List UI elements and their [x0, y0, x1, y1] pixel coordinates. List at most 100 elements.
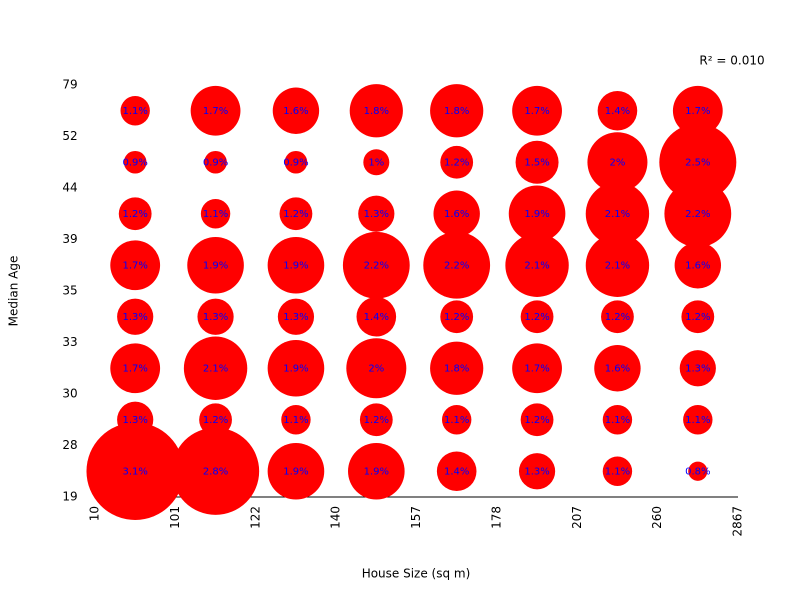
- bubble: [672, 85, 723, 136]
- x-tick-label: 157: [409, 506, 423, 529]
- y-tick-label: 44: [62, 181, 77, 195]
- y-tick-label: 28: [62, 438, 77, 452]
- bubble: [659, 123, 737, 201]
- data-label: 3.1%: [122, 466, 147, 477]
- bubble: [520, 300, 554, 334]
- x-tick-label: 140: [329, 506, 343, 529]
- bubble: [681, 300, 715, 334]
- y-tick-label: 52: [62, 129, 77, 143]
- data-label: 1.9%: [524, 209, 549, 220]
- data-label: 1.8%: [444, 363, 469, 374]
- x-tick-label: 207: [570, 506, 584, 529]
- data-label: 2.1%: [524, 260, 549, 271]
- data-label: 0.9%: [122, 157, 147, 168]
- data-label: 2%: [368, 363, 384, 374]
- data-label: 1.3%: [524, 466, 549, 477]
- bubble: [284, 150, 308, 174]
- bubble: [508, 185, 566, 243]
- bubble: [204, 150, 227, 174]
- data-label: 1.4%: [605, 106, 630, 117]
- data-label: 1.6%: [685, 260, 710, 271]
- bubble: [688, 461, 708, 481]
- bubble: [518, 453, 556, 490]
- bubble: [267, 442, 325, 500]
- bubble: [441, 405, 472, 435]
- bubble: [120, 96, 150, 126]
- bubble: [597, 90, 638, 131]
- bubble: [430, 84, 484, 138]
- bubble: [110, 343, 161, 394]
- data-label: 0.9%: [203, 157, 228, 168]
- data-label: 0.9%: [283, 157, 308, 168]
- data-label: 1.7%: [524, 106, 549, 117]
- y-tick-label: 30: [62, 387, 77, 401]
- x-tick-label: 101: [168, 506, 182, 529]
- data-label: 1.2%: [524, 312, 549, 323]
- bubble: [86, 422, 184, 520]
- bubble: [515, 140, 559, 184]
- data-label: 1.3%: [203, 312, 228, 323]
- bubble: [423, 231, 491, 299]
- data-label: 1.2%: [283, 209, 308, 220]
- data-label: 2.5%: [685, 157, 710, 168]
- bubble: [267, 339, 325, 397]
- data-label: 1.2%: [605, 312, 630, 323]
- bubble: [200, 199, 231, 229]
- bubble: [601, 300, 634, 334]
- data-label: 1.7%: [203, 106, 228, 117]
- data-label: 1.9%: [283, 363, 308, 374]
- data-label: 1.1%: [203, 209, 228, 220]
- y-axis-label: Median Age: [7, 256, 21, 327]
- data-label: 1.2%: [524, 415, 549, 426]
- data-label: 1.7%: [685, 106, 710, 117]
- bubble: [520, 403, 554, 437]
- x-axis-label: House Size (sq m): [362, 567, 471, 581]
- bubble: [118, 197, 152, 231]
- data-label: 1.2%: [364, 415, 389, 426]
- bubble: [674, 242, 722, 289]
- bubble: [430, 341, 484, 395]
- x-tick-label: 2867: [731, 506, 745, 537]
- data-label: 1.6%: [283, 106, 308, 117]
- data-label: 2.1%: [203, 363, 228, 374]
- bubble: [346, 338, 407, 399]
- bubble: [342, 231, 410, 299]
- data-label: 1.1%: [605, 415, 630, 426]
- bubble: [279, 197, 313, 231]
- data-label: 1.1%: [122, 106, 147, 117]
- y-tick-label: 79: [62, 78, 77, 92]
- bubble: [585, 233, 650, 297]
- bubble: [602, 456, 633, 486]
- data-label: 1.3%: [122, 415, 147, 426]
- data-label: 1.6%: [444, 209, 469, 220]
- data-label: 1.6%: [605, 363, 630, 374]
- bubble: [587, 132, 648, 193]
- x-tick-label: 10: [88, 506, 102, 521]
- bubble: [197, 298, 234, 335]
- y-tick-label: 33: [62, 335, 77, 349]
- bubble: [277, 298, 315, 335]
- bubble: [679, 350, 716, 387]
- data-label: 1.4%: [364, 312, 389, 323]
- bubble: [363, 149, 390, 176]
- bubble: [171, 427, 260, 515]
- bubble: [683, 405, 713, 435]
- bubble: [187, 236, 244, 294]
- bubble: [267, 236, 325, 294]
- bubble: [433, 190, 480, 237]
- bubble: [585, 182, 650, 246]
- data-label: 1.1%: [283, 415, 308, 426]
- data-label: 1.3%: [283, 312, 308, 323]
- data-label: 1.2%: [122, 209, 147, 220]
- data-label: 2.1%: [605, 260, 630, 271]
- data-label: 2.8%: [203, 466, 228, 477]
- bubble: [349, 84, 403, 138]
- bubble: [594, 345, 641, 392]
- bubble: [356, 296, 397, 337]
- bubble: [440, 145, 474, 179]
- data-label: 1.2%: [444, 157, 469, 168]
- bubble: [117, 298, 154, 335]
- data-label: 2.2%: [685, 209, 710, 220]
- data-label: 1.8%: [364, 106, 389, 117]
